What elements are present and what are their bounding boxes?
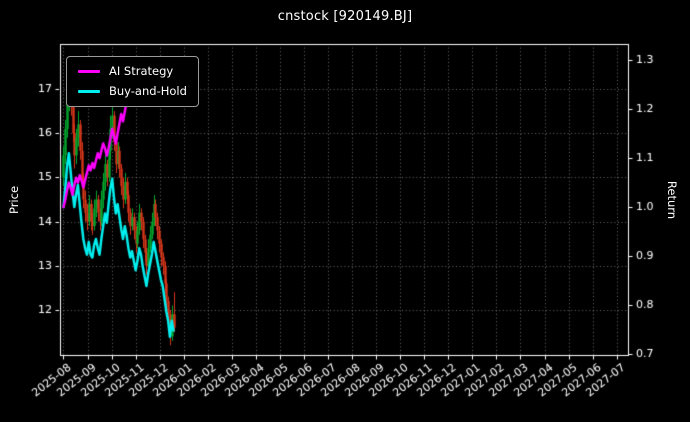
legend-item-buy-and-hold: Buy-and-Hold xyxy=(78,85,187,98)
price-axis-label: Price xyxy=(7,185,21,215)
legend-label-buy-and-hold: Buy-and-Hold xyxy=(109,84,187,98)
legend: AI Strategy Buy-and-Hold xyxy=(66,56,199,107)
legend-item-ai-strategy: AI Strategy xyxy=(78,65,187,78)
chart-title: cnstock [920149.BJ] xyxy=(277,9,413,24)
ai-strategy-line-swatch xyxy=(78,70,100,73)
buy-and-hold-line-swatch xyxy=(78,90,100,93)
legend-label-ai-strategy: AI Strategy xyxy=(109,64,174,78)
return-axis-label: Return xyxy=(665,180,679,220)
